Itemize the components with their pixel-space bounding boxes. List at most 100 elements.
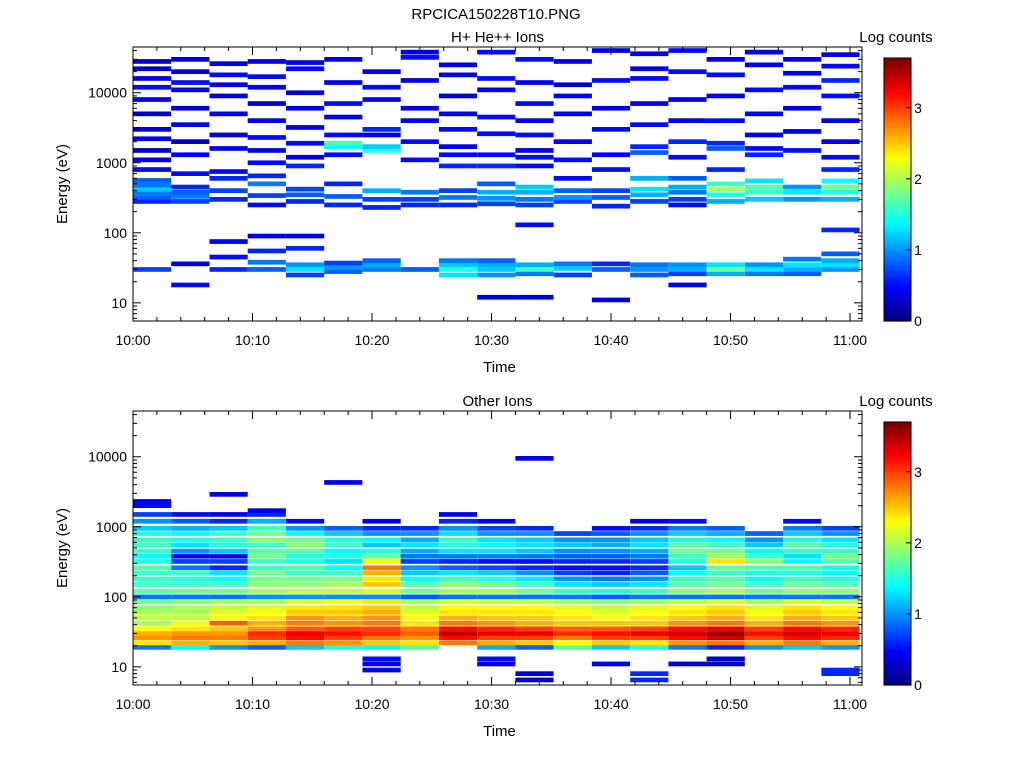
heatmap-cell — [171, 189, 210, 195]
heatmap-cell — [171, 559, 210, 564]
heatmap-cell — [783, 605, 822, 610]
heatmap-cells — [133, 456, 860, 683]
heatmap-cell — [247, 118, 286, 123]
colorbar-step — [884, 451, 911, 456]
colorbar-step — [884, 579, 911, 584]
y-axis-label: Energy (eV) — [54, 144, 71, 224]
heatmap-cell — [477, 553, 516, 559]
heatmap-cell — [553, 635, 592, 641]
heatmap-cell — [400, 548, 439, 554]
heatmap-cell — [209, 531, 248, 536]
heatmap-cell — [400, 553, 439, 559]
heatmap-cell — [553, 620, 592, 626]
colorbar-step — [884, 454, 911, 459]
heatmap-cell — [668, 271, 707, 277]
heatmap-cell — [515, 542, 554, 548]
colorbar-step — [884, 311, 911, 315]
heatmap-cell — [400, 118, 439, 123]
heatmap-cell — [553, 537, 592, 543]
colorbar-step — [884, 189, 911, 194]
colorbar-step — [884, 632, 911, 637]
heatmap-cell — [744, 542, 784, 548]
heatmap-cell — [668, 537, 707, 543]
heatmap-cell — [515, 677, 554, 683]
colorbar-step — [884, 662, 911, 666]
colorbar-step — [884, 288, 911, 292]
heatmap-cell — [744, 146, 784, 151]
heatmap-cell — [324, 132, 363, 138]
colorbar-step — [884, 494, 911, 499]
heatmap-cell — [553, 542, 592, 548]
heatmap-cell — [821, 251, 860, 257]
heatmap-cell — [630, 645, 669, 650]
heatmap-cell — [630, 76, 669, 81]
heatmap-cell — [209, 615, 248, 621]
heatmap-cell — [209, 645, 248, 650]
heatmap-cell — [630, 626, 669, 632]
heatmap-cell — [630, 588, 669, 594]
heatmap-cell — [706, 167, 745, 172]
heatmap-cell — [324, 537, 363, 543]
y-axis-label: Energy (eV) — [54, 508, 71, 588]
heatmap-cell — [477, 559, 516, 564]
heatmap-cell — [247, 526, 286, 531]
heatmap-cell — [362, 570, 401, 576]
colorbar-step — [884, 235, 911, 240]
heatmap-cell — [515, 565, 554, 571]
heatmap-cell — [783, 631, 822, 636]
heatmap-cell — [630, 610, 669, 615]
colorbar-step — [884, 146, 911, 151]
heatmap-cell — [515, 222, 554, 228]
y-tick-label: 10 — [111, 295, 127, 311]
heatmap-cell — [247, 59, 286, 64]
x-tick-label: 10:30 — [474, 696, 509, 712]
heatmap-cell — [286, 66, 325, 72]
colorbar-label: Log counts — [859, 393, 932, 410]
heatmap-cell — [209, 582, 248, 587]
heatmap-cell — [133, 588, 172, 594]
heatmap-cell — [247, 84, 286, 90]
colorbar-step — [884, 675, 911, 679]
heatmap-cell — [133, 195, 172, 200]
heatmap-cell — [477, 626, 516, 632]
heatmap-cell — [553, 195, 592, 200]
heatmap-cell — [668, 565, 707, 571]
heatmap-cell — [591, 105, 631, 111]
heatmap-cell — [515, 537, 554, 543]
colorbar-step — [884, 248, 911, 253]
heatmap-cell — [591, 78, 631, 83]
heatmap-cell — [400, 49, 439, 55]
heatmap-cell — [133, 182, 172, 188]
heatmap-cell — [630, 599, 669, 605]
heatmap-cell — [400, 202, 439, 208]
heatmap-cell — [668, 118, 707, 123]
heatmap-cell — [438, 267, 478, 272]
heatmap-cell — [515, 526, 554, 531]
heatmap-cell — [706, 620, 745, 626]
heatmap-cell — [362, 548, 401, 554]
heatmap-cell — [515, 132, 554, 138]
heatmap-cell — [209, 239, 248, 244]
heatmap-cell — [591, 188, 631, 193]
heatmap-cell — [553, 553, 592, 559]
heatmap-cell — [247, 173, 286, 179]
heatmap-cell — [553, 565, 592, 571]
heatmap-cell — [362, 640, 401, 646]
heatmap-cell — [362, 559, 401, 564]
colorbar-step — [884, 461, 911, 466]
heatmap-cell — [438, 93, 478, 99]
heatmap-cell — [783, 615, 822, 621]
heatmap-cell — [668, 594, 707, 600]
colorbar-step — [884, 291, 911, 296]
heatmap-cell — [591, 570, 631, 576]
heatmap-cell — [400, 610, 439, 615]
heatmap-cell — [477, 267, 516, 272]
heatmap-cell — [630, 565, 669, 571]
heatmap-cell — [400, 105, 439, 111]
heatmap-cell — [400, 635, 439, 641]
heatmap-cell — [744, 631, 784, 636]
heatmap-cell — [553, 199, 592, 204]
colorbar-step — [884, 58, 911, 62]
heatmap-cell — [324, 194, 363, 199]
colorbar-step — [884, 123, 911, 128]
